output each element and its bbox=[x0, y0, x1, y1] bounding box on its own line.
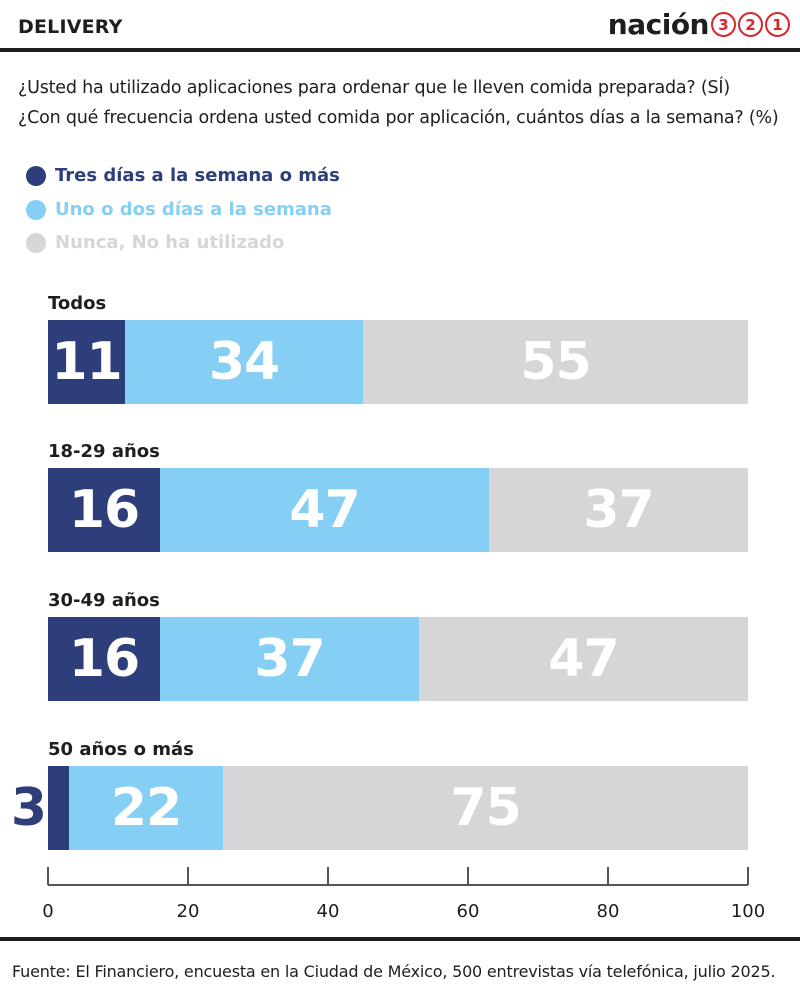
data-label: 16 bbox=[68, 480, 140, 540]
x-axis-line bbox=[48, 884, 748, 886]
data-label: 34 bbox=[208, 332, 280, 392]
data-label: 75 bbox=[450, 778, 521, 838]
bar-segment: 37 bbox=[160, 617, 419, 701]
legend-label: Uno o dos días a la semana bbox=[55, 199, 332, 220]
legend-label: Nunca, No ha utilizado bbox=[55, 232, 285, 253]
header-divider bbox=[0, 48, 800, 52]
brand-wordmark: nación bbox=[607, 8, 710, 41]
x-axis-tick bbox=[47, 867, 49, 885]
brand-digit: 2 bbox=[738, 12, 763, 37]
x-tick-label: 0 bbox=[42, 901, 54, 922]
bar-segment: 16 bbox=[48, 617, 160, 701]
bar-segment: 47 bbox=[160, 468, 489, 552]
group-label: 50 años o más bbox=[48, 739, 194, 760]
data-label: 22 bbox=[110, 778, 182, 838]
bar-segment: 34 bbox=[125, 320, 363, 404]
legend-item-one-two: Uno o dos días a la semana bbox=[26, 199, 332, 220]
data-label: 37 bbox=[254, 629, 325, 689]
data-label: 3 bbox=[10, 778, 47, 838]
x-tick-label: 80 bbox=[596, 901, 620, 922]
group-label: 30-49 años bbox=[48, 590, 160, 611]
footer-divider bbox=[0, 937, 800, 941]
x-axis-tick bbox=[187, 867, 189, 885]
legend-label: Tres días a la semana o más bbox=[55, 165, 340, 186]
group-label: 18-29 años bbox=[48, 441, 160, 462]
bar-segment: 11 bbox=[48, 320, 125, 404]
question-frequency: ¿Con qué frecuencia ordena usted comida … bbox=[18, 108, 779, 128]
x-axis-tick bbox=[747, 867, 749, 885]
x-axis-tick bbox=[607, 867, 609, 885]
bar-segment: 16 bbox=[48, 468, 160, 552]
brand-digit: 1 bbox=[765, 12, 790, 37]
x-axis-tick bbox=[327, 867, 329, 885]
data-label: 47 bbox=[289, 480, 360, 540]
data-label: 37 bbox=[583, 480, 654, 540]
bar-segment: 22 bbox=[69, 766, 223, 850]
source-note: Fuente: El Financiero, encuesta en la Ci… bbox=[12, 962, 776, 981]
question-usage: ¿Usted ha utilizado aplicaciones para or… bbox=[18, 78, 730, 98]
bar-segment: 37 bbox=[489, 468, 748, 552]
group-label: Todos bbox=[48, 293, 107, 314]
data-label: 16 bbox=[68, 629, 140, 689]
legend-swatch bbox=[26, 165, 46, 186]
x-tick-label: 60 bbox=[456, 901, 480, 922]
bar-segment: 47 bbox=[419, 617, 748, 701]
data-label: 55 bbox=[520, 332, 591, 392]
x-tick-label: 40 bbox=[316, 901, 340, 922]
data-label: 11 bbox=[51, 332, 122, 392]
brand-digit: 3 bbox=[711, 12, 736, 37]
x-tick-label: 100 bbox=[730, 901, 766, 922]
brand-logo: nación 3 2 1 bbox=[608, 8, 790, 41]
bar-segment bbox=[48, 766, 69, 850]
section-title: DELIVERY bbox=[18, 16, 123, 38]
bar-segment: 75 bbox=[223, 766, 748, 850]
legend-item-three-plus: Tres días a la semana o más bbox=[26, 165, 340, 186]
bar-segment: 55 bbox=[363, 320, 748, 404]
legend-swatch bbox=[26, 232, 46, 253]
x-axis-tick bbox=[467, 867, 469, 885]
legend-swatch bbox=[26, 199, 46, 220]
legend-item-never: Nunca, No ha utilizado bbox=[26, 232, 284, 253]
data-label: 47 bbox=[548, 629, 619, 689]
x-tick-label: 20 bbox=[176, 901, 200, 922]
